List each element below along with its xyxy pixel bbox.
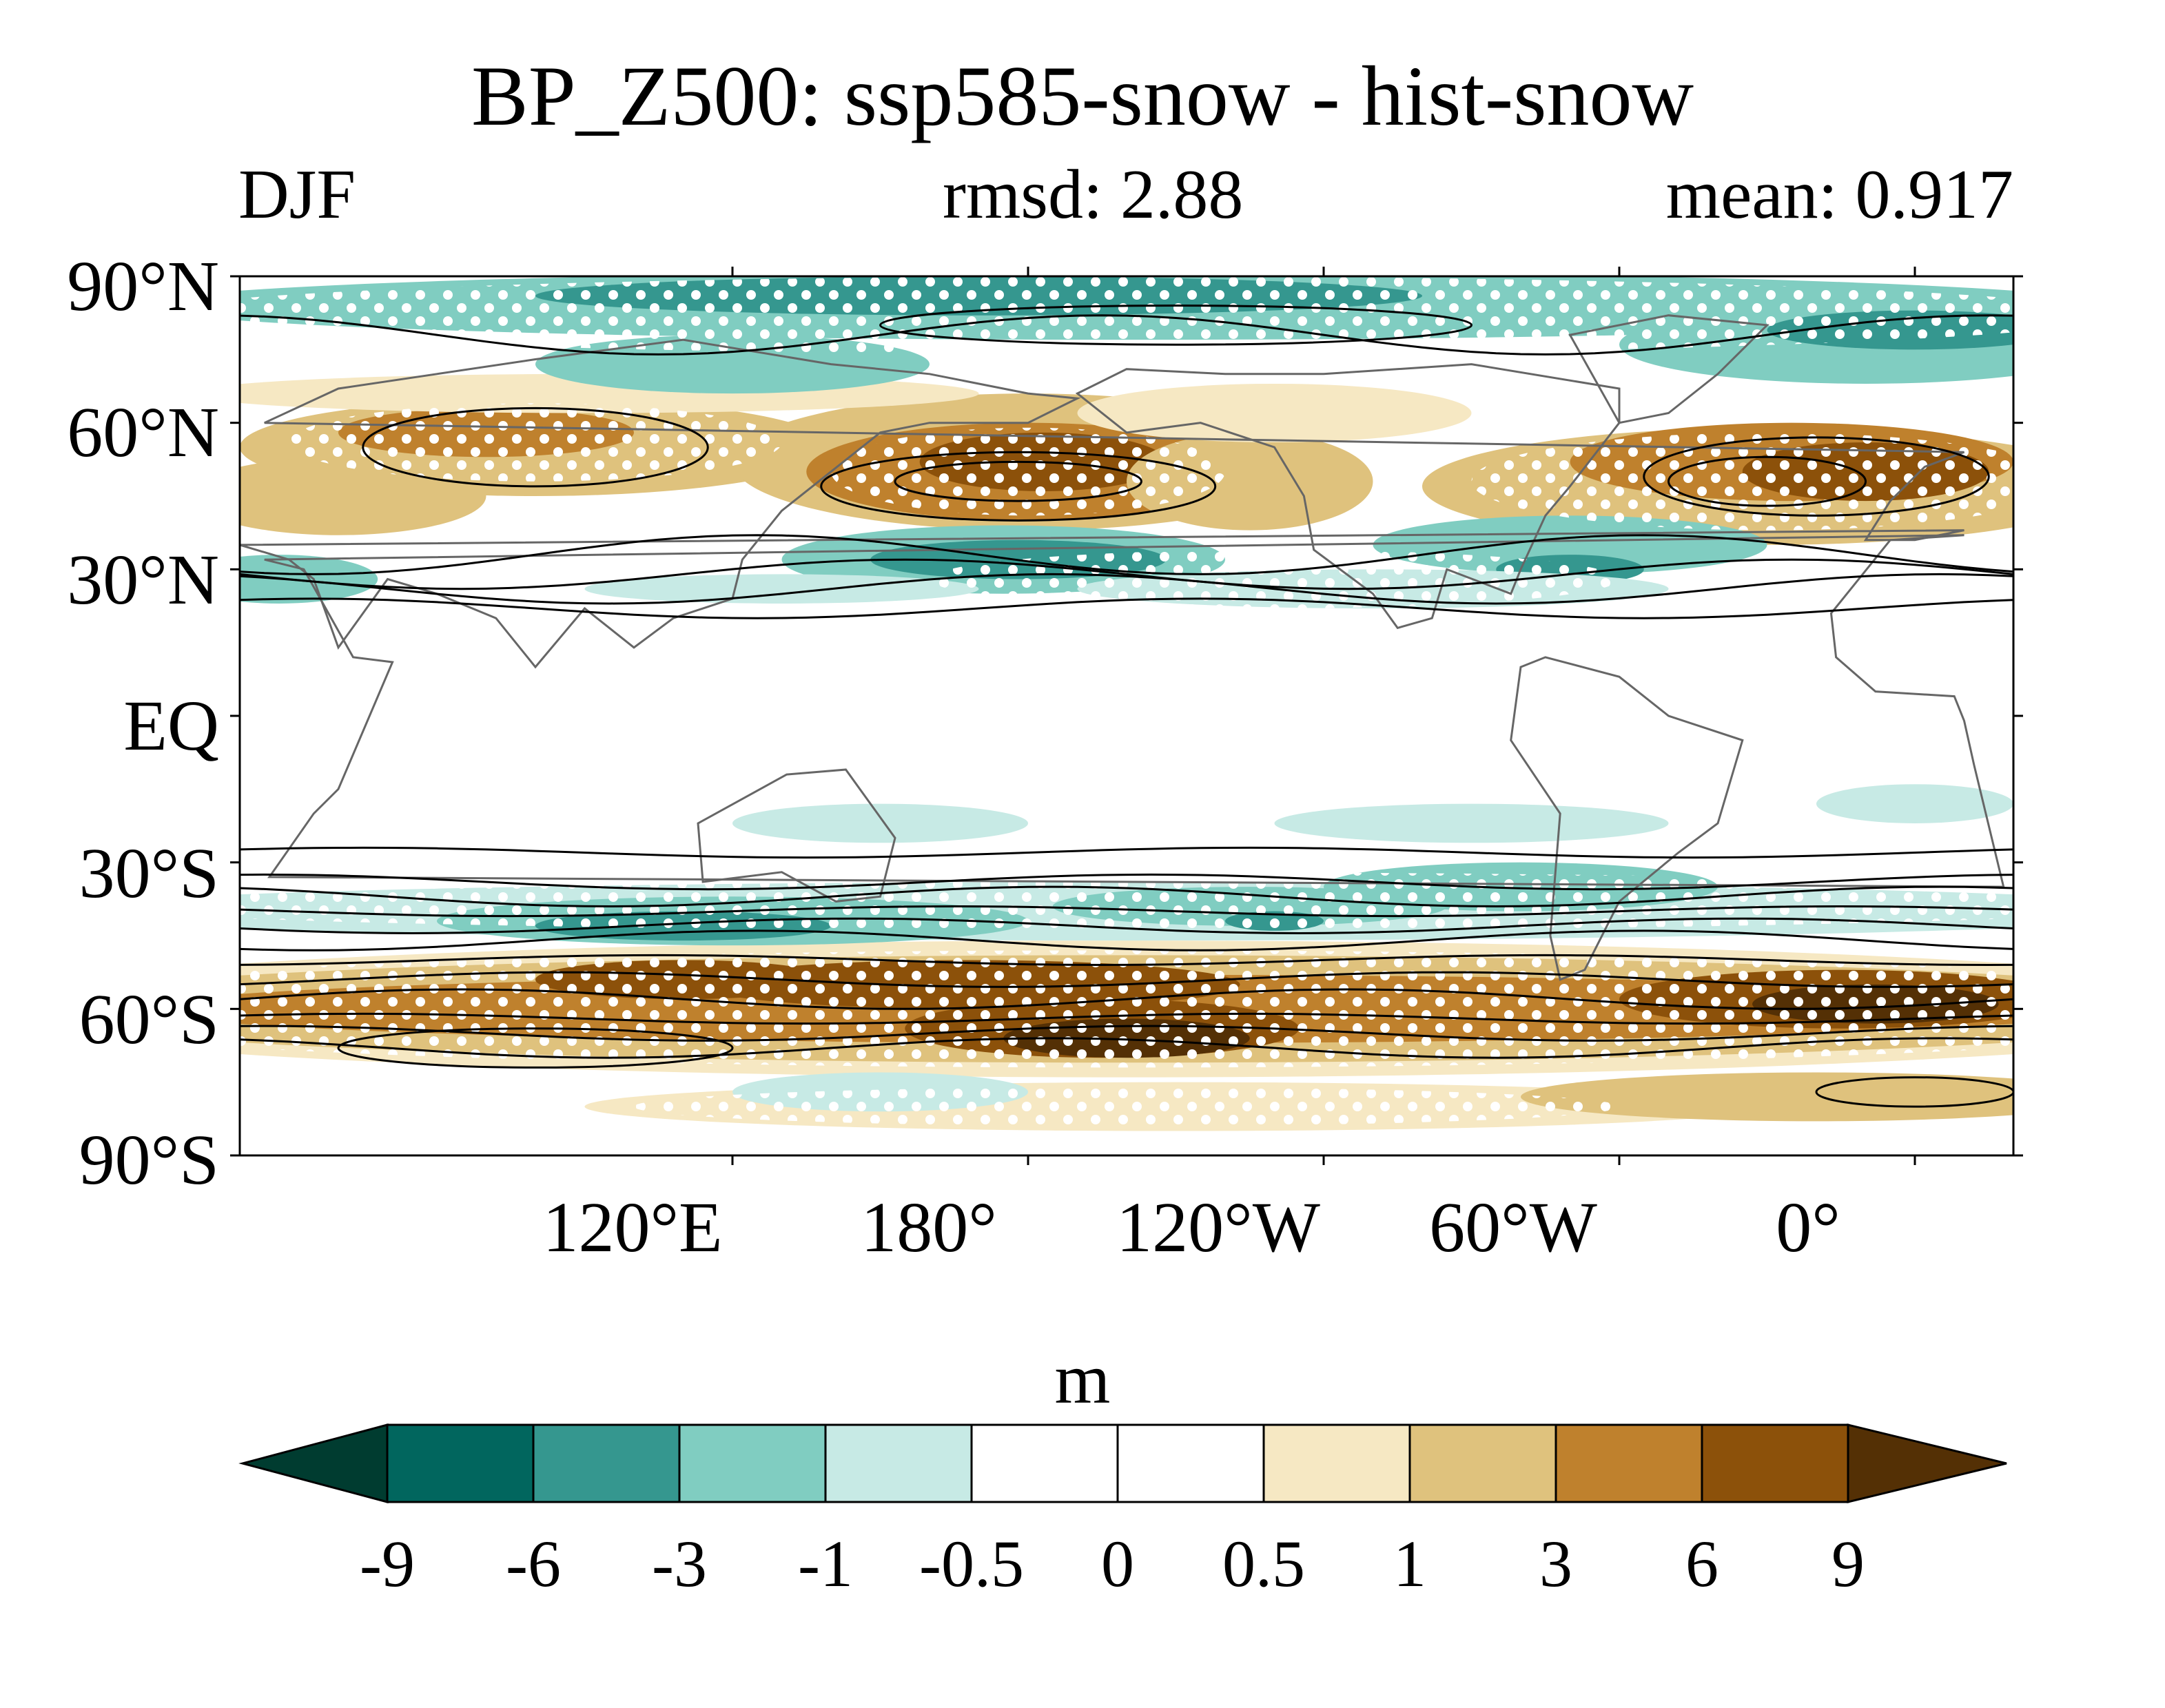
lon-tick-label: 120°E [542,1188,723,1267]
stipple-region [240,950,2013,1068]
stipple-region [1471,432,2013,531]
coastline [240,338,1965,669]
lat-tick-label: 60°N [67,393,219,472]
contour-line [879,305,1473,346]
rmsd-label: rmsd: 2.88 [943,156,1244,234]
coastline [264,534,2005,888]
coastline [1510,656,1744,981]
colorbar-label: 1 [1393,1527,1426,1601]
colorbar-label: -0.5 [919,1527,1024,1601]
colorbar-bin [678,1423,827,1503]
colorbar-label: -1 [798,1527,853,1601]
contour-line [240,1037,2013,1059]
colorbar-units: m [1054,1339,1111,1419]
season-label: DJF [238,156,356,234]
contour-line [240,846,2013,859]
colorbar-label: 6 [1685,1527,1718,1601]
contour-line [240,534,2013,575]
contour-line [240,314,2013,356]
colorbar-label: 0 [1101,1527,1134,1601]
colorbar-bin [1408,1423,1557,1503]
contour-line [240,905,2013,918]
colorbar-bin [1555,1423,1703,1503]
colorbar-bin [1262,1423,1411,1503]
coastlines [240,314,2005,981]
colorbar-bin [386,1423,535,1503]
mean-label: mean: 0.917 [1665,156,2013,234]
lat-tick-label: 30°S [79,834,219,913]
stipple-region [240,872,2013,931]
colorbar-label: 0.5 [1222,1527,1305,1601]
negative-anomaly-band [732,803,1028,843]
lon-tick-label: 0° [1776,1188,1840,1267]
contour-line [240,1012,2013,1025]
contour-line [240,558,2013,590]
positive-anomaly-band [1521,1072,2013,1122]
stipple-region [831,427,1225,516]
colorbar-extend-min [238,1423,389,1503]
coastline [697,768,896,903]
lat-tick-label: 90°N [67,247,219,326]
contour-line [820,451,1217,522]
colorbar-bin [1701,1423,1849,1503]
stipple-region [930,549,1619,609]
contour-line [337,1027,734,1069]
stipple-region [289,403,782,482]
coastline [1075,363,1621,630]
climatology-contours [240,305,2013,1108]
contour-line [1643,436,1990,517]
colorbar-bin [532,1423,681,1503]
contour-line [240,954,2013,967]
contour-line [240,597,2013,619]
colorbar-label: 3 [1539,1527,1572,1601]
contour-line [1815,1076,2013,1108]
colorbar-bin [970,1423,1119,1503]
lon-tick-label: 120°W [1116,1188,1320,1267]
contour-line [240,885,2013,908]
chart-title: BP_Z500: ssp585-snow - hist-snow [471,49,1694,143]
stipple-region [634,1087,1619,1126]
colorbar-label: -9 [360,1527,415,1601]
colorbar-label: -3 [652,1527,707,1601]
contour-line [240,573,2013,605]
contour-line [240,917,2013,935]
contour-line [240,1025,2013,1042]
contour-line [240,988,2013,1010]
contour-line [240,971,2013,988]
lat-tick-label: 30°N [67,540,219,619]
colorbar-label: 9 [1831,1527,1865,1601]
negative-anomaly-band [584,574,979,604]
lat-tick-label: EQ [123,686,219,765]
lat-tick-label: 60°S [79,980,219,1059]
negative-anomaly-band [1274,803,1669,843]
positive-anomaly-band [1077,383,1472,443]
lat-tick-label: 90°S [79,1120,219,1200]
coastline [1568,314,1769,424]
negative-anomaly-band [1816,784,2013,823]
colorbar-label: -6 [506,1527,561,1601]
colorbar [238,1423,2007,1503]
contour-line [240,873,2013,891]
contour-line [240,929,2013,951]
contour-line [1668,455,1867,507]
lon-tick-label: 180° [861,1188,997,1267]
contour-line [894,460,1142,502]
colorbar-bin [824,1423,973,1503]
colorbar-extend-max [1847,1423,2007,1503]
contour-line [362,407,709,488]
lon-tick-label: 60°W [1429,1188,1597,1267]
colorbar-bin [1116,1423,1265,1503]
axis-ticks [230,267,2023,1165]
